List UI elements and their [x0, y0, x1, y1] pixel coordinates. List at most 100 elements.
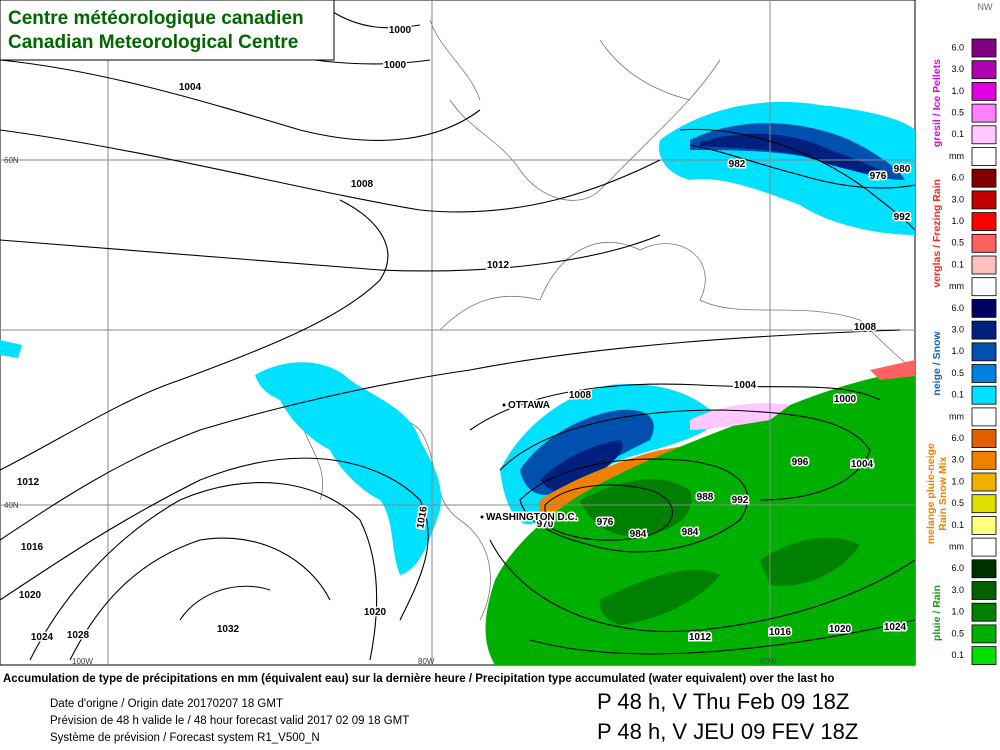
legend-swatch: [971, 646, 997, 665]
legend-value-label: 3.0: [951, 194, 964, 204]
isobar-label: 984: [630, 529, 647, 540]
legend-swatch: [971, 38, 997, 58]
legend-swatch: [971, 320, 997, 340]
legend-swatch: [971, 385, 997, 405]
legend-value-label: 3.0: [951, 455, 964, 465]
legend-swatch: [971, 429, 997, 449]
legend-value-label: 0.5: [951, 238, 964, 248]
legend-value-label: 6.0: [951, 303, 964, 313]
isobar-label: 1028: [67, 630, 90, 641]
legend-swatch: [971, 190, 997, 210]
legend-swatch: [971, 342, 997, 362]
legend-swatch: [971, 168, 997, 188]
place-label: WASHINGTON D.C.: [486, 512, 578, 523]
isobar-label: 1008: [854, 322, 877, 333]
precip-areas: [0, 101, 915, 665]
legend-swatch: [971, 125, 997, 145]
legend-swatch: [971, 212, 997, 232]
place-marker: [502, 403, 506, 407]
legend-swatch: [971, 494, 997, 514]
legend-value-label: 1.0: [951, 216, 964, 226]
isobar-label: 1020: [829, 624, 852, 635]
grid-label: 60N: [4, 156, 19, 165]
legend-value-label: 1.0: [951, 476, 964, 486]
legend-group-label: gresil / Ice Pellets: [931, 59, 943, 147]
isobar-label: 1032: [217, 624, 240, 635]
legend-group-label: pluie / Rain: [931, 585, 943, 641]
grid-label: 60W: [760, 657, 777, 666]
legend-group-label: melange pluie-neige: [925, 443, 937, 544]
legend-swatch: [971, 255, 997, 275]
isobar-label: 996: [792, 457, 809, 468]
legend-swatch: [971, 82, 997, 101]
isobar-label: 1020: [19, 590, 42, 601]
legend-value-label: 0.1: [951, 520, 964, 530]
legend-swatch: [971, 407, 997, 427]
place-label: OTTAWA: [508, 400, 550, 411]
legend-value-label: 0.5: [951, 628, 964, 638]
title-fr: Centre météorologique canadien: [8, 8, 304, 29]
isobar-label: 1004: [851, 459, 874, 470]
isobar-label: 1012: [689, 632, 712, 643]
isobar-label: 1004: [179, 82, 202, 93]
legend-swatch: [971, 298, 997, 318]
footer-valid: Prévision de 48 h valide le / 48 hour fo…: [50, 715, 409, 727]
legend-swatch: [971, 559, 997, 579]
isobar-label: 1020: [364, 607, 387, 618]
period-en: P 48 h, V Thu Feb 09 18Z: [597, 689, 849, 714]
isobar-label: 1000: [834, 394, 857, 405]
isobar-label: 976: [597, 517, 614, 528]
legend-swatch: [971, 147, 997, 166]
isobar-label: 982: [729, 159, 746, 170]
legend-value-label: 6.0: [951, 173, 964, 183]
isobar-label: 976: [870, 171, 887, 182]
title-en: Canadian Meteorological Centre: [8, 32, 298, 53]
legend-group-label: Rain Snow Mix: [937, 456, 949, 530]
legend-swatch: [971, 581, 997, 600]
legend-swatch: [971, 60, 997, 80]
isobar-label: 1012: [17, 477, 40, 488]
legend-value-label: 6.0: [951, 433, 964, 443]
legend-group-label: neige / Snow: [931, 331, 943, 396]
isobar-label: 980: [894, 164, 911, 175]
legend-value-label: 0.1: [951, 390, 964, 400]
title-box: [0, 0, 335, 61]
legend-value-label: mm: [949, 151, 964, 161]
legend-swatch: [971, 277, 997, 297]
footer-description: Accumulation de type de précipitations e…: [3, 673, 834, 685]
isobar-label: 984: [682, 527, 699, 538]
legend-swatch: [971, 602, 997, 622]
legend-value-label: 0.1: [951, 129, 964, 139]
legend-value-label: 0.5: [951, 498, 964, 508]
legend-swatch: [971, 537, 997, 557]
footer-origin: Date d'origne / Origin date 20170207 18 …: [50, 698, 283, 710]
isobar-label: 1024: [884, 622, 907, 633]
legend-swatch: [971, 364, 997, 383]
isobar-label: 1012: [487, 260, 510, 271]
isobar-label: 1008: [351, 179, 374, 190]
isobars: [0, 9, 916, 661]
grid-label: 40N: [4, 501, 19, 510]
isobar-label: 992: [732, 495, 749, 506]
legend-value-label: 0.1: [951, 650, 964, 660]
legend-swatch: [971, 233, 997, 253]
isobar-label: 1000: [384, 60, 407, 71]
isobar-label: 1024: [31, 632, 54, 643]
isobar-label: 1004: [734, 380, 757, 391]
isobar-label: 1016: [21, 542, 44, 553]
legend-value-label: 0.5: [951, 107, 964, 117]
legend-value-label: 3.0: [951, 585, 964, 595]
grid-label: 100W: [72, 657, 93, 666]
isobar-label: 1000: [389, 25, 412, 36]
grid-label: 80W: [418, 657, 435, 666]
period-fr: P 48 h, V JEU 09 FEV 18Z: [597, 719, 858, 744]
legend-value-label: 3.0: [951, 64, 964, 74]
legend-value-label: 1.0: [951, 346, 964, 356]
legend-value-label: 6.0: [951, 42, 964, 52]
isobar-label: 988: [697, 492, 714, 503]
legend-swatch: [971, 472, 997, 492]
isobar-label: 992: [894, 212, 911, 223]
footer-system: Système de prévision / Forecast system R…: [50, 732, 320, 744]
legend-value-label: 1.0: [951, 86, 964, 96]
